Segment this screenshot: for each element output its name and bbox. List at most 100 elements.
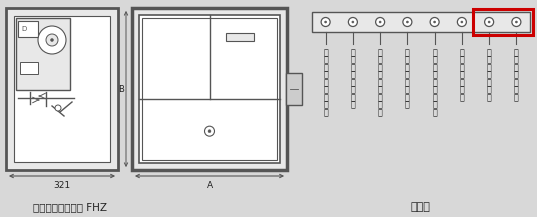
Bar — [16, 18, 70, 90]
Circle shape — [55, 105, 61, 111]
Text: 动: 动 — [432, 63, 437, 72]
Text: B: B — [118, 84, 124, 94]
Text: 信: 信 — [432, 93, 437, 102]
Text: D: D — [21, 26, 27, 32]
Bar — [20, 62, 38, 74]
Text: 线: 线 — [460, 93, 465, 102]
Text: 作: 作 — [378, 71, 382, 79]
Text: 作: 作 — [323, 71, 328, 79]
Text: 源: 源 — [432, 85, 437, 94]
Text: 制: 制 — [487, 71, 491, 79]
Text: 号: 号 — [405, 85, 410, 94]
Text: 复: 复 — [405, 48, 410, 57]
Circle shape — [516, 21, 517, 23]
Text: 源: 源 — [323, 85, 328, 94]
Bar — [227, 33, 255, 41]
Circle shape — [433, 21, 436, 23]
Text: 线: 线 — [351, 100, 355, 110]
Text: 源: 源 — [405, 71, 410, 79]
Text: 信: 信 — [460, 78, 465, 87]
Circle shape — [379, 21, 381, 23]
Text: 联: 联 — [514, 48, 519, 57]
Text: 复: 复 — [378, 48, 382, 57]
Bar — [14, 16, 110, 162]
Text: 号: 号 — [432, 100, 437, 110]
Text: 信: 信 — [514, 78, 519, 87]
Bar — [132, 8, 287, 170]
Text: 电: 电 — [323, 78, 328, 87]
Circle shape — [512, 18, 521, 26]
Circle shape — [488, 21, 490, 23]
Circle shape — [430, 18, 439, 26]
Text: 与: 与 — [351, 63, 355, 72]
Text: 电: 电 — [405, 63, 410, 72]
Text: 公: 公 — [351, 85, 355, 94]
Circle shape — [403, 18, 412, 26]
Bar — [139, 15, 280, 163]
Text: 弹: 弹 — [405, 93, 410, 102]
Text: 动: 动 — [323, 63, 328, 72]
Text: 制: 制 — [514, 71, 519, 79]
Text: 信: 信 — [405, 78, 410, 87]
Circle shape — [458, 18, 466, 26]
Text: 信: 信 — [487, 78, 491, 87]
Circle shape — [208, 130, 211, 133]
Text: 电: 电 — [432, 78, 437, 87]
Circle shape — [50, 38, 54, 41]
Text: 线: 线 — [487, 93, 491, 102]
Text: 位: 位 — [351, 78, 355, 87]
Text: 号: 号 — [487, 85, 491, 94]
Circle shape — [375, 18, 384, 26]
Circle shape — [321, 18, 330, 26]
Text: 全自动防烟防火阀 FHZ: 全自动防烟防火阀 FHZ — [33, 202, 107, 212]
Text: 灾: 灾 — [323, 56, 328, 64]
Text: 火: 火 — [323, 48, 328, 57]
Circle shape — [461, 21, 463, 23]
Text: 锁: 锁 — [487, 56, 491, 64]
Circle shape — [484, 18, 494, 26]
Text: 信: 信 — [378, 93, 382, 102]
Text: 复: 复 — [460, 63, 465, 72]
Bar — [6, 8, 118, 170]
Circle shape — [325, 21, 326, 23]
Text: 号: 号 — [323, 100, 328, 110]
Bar — [142, 18, 277, 160]
Text: 联: 联 — [432, 56, 437, 64]
Text: A: A — [206, 181, 213, 190]
Text: 动: 动 — [351, 48, 355, 57]
Circle shape — [205, 126, 214, 136]
Circle shape — [38, 26, 66, 54]
Bar — [18, 21, 38, 37]
Text: 联: 联 — [460, 56, 465, 64]
Text: 信: 信 — [323, 93, 328, 102]
Text: 串: 串 — [432, 48, 437, 57]
Text: 控: 控 — [514, 63, 519, 72]
Circle shape — [46, 34, 58, 46]
Bar — [312, 12, 530, 32]
Text: 示: 示 — [378, 85, 382, 94]
Text: 用: 用 — [351, 93, 355, 102]
Text: 显: 显 — [378, 78, 382, 87]
Text: 321: 321 — [54, 181, 70, 190]
Text: 号: 号 — [514, 85, 519, 94]
Text: 复: 复 — [351, 71, 355, 79]
Bar — [473, 9, 533, 35]
Text: 作: 作 — [432, 71, 437, 79]
Text: 作: 作 — [351, 56, 355, 64]
Text: 线: 线 — [378, 108, 382, 117]
Text: 线: 线 — [432, 108, 437, 117]
Circle shape — [407, 21, 408, 23]
Text: 联: 联 — [487, 48, 491, 57]
Text: 线: 线 — [405, 100, 410, 110]
Text: 控: 控 — [487, 63, 491, 72]
Text: 号: 号 — [378, 100, 382, 110]
Text: 位: 位 — [405, 56, 410, 64]
Bar — [286, 73, 302, 105]
Text: 位: 位 — [460, 71, 465, 79]
Text: 线: 线 — [514, 93, 519, 102]
Circle shape — [352, 21, 354, 23]
Text: 接线图: 接线图 — [410, 202, 430, 212]
Text: 号: 号 — [460, 85, 465, 94]
Text: 位: 位 — [378, 56, 382, 64]
Text: 动: 动 — [378, 63, 382, 72]
